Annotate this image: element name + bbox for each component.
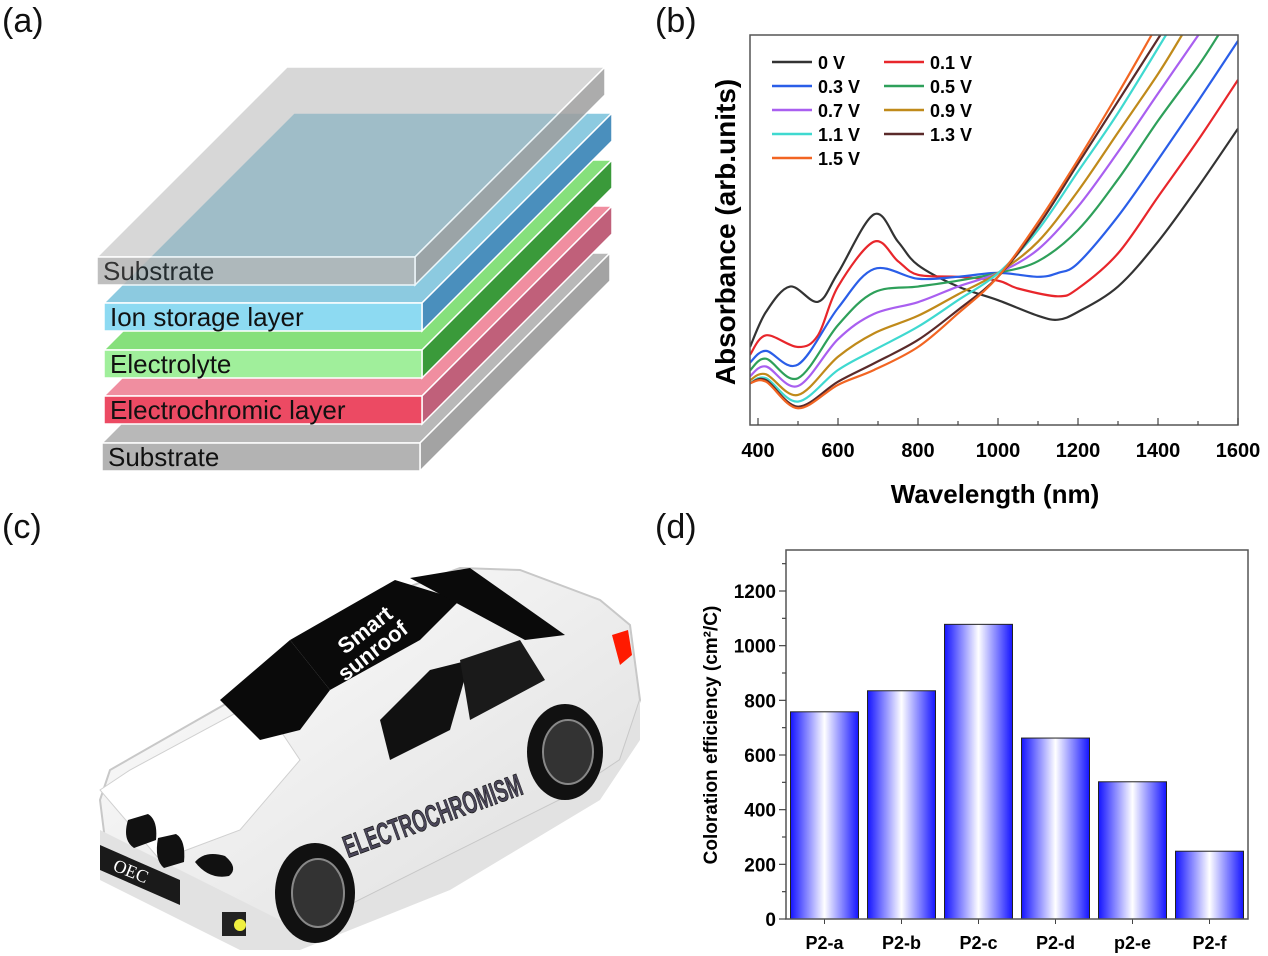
front-side-window [380,660,470,760]
x-tick-label: P2-b [882,933,921,953]
x-tick-label: 400 [741,440,774,462]
bar-P2-b [867,690,936,920]
y-tick-label: 400 [744,801,776,822]
sunroof-panel [290,580,460,690]
x-tick-label: P2-a [805,933,844,953]
x-tick-label: 1000 [976,440,1021,462]
bar-p2-e [1098,781,1167,920]
panel-a-label: (a) [2,2,44,40]
layer-4: Substrate [95,65,607,287]
legend-label: 1.5 V [818,149,860,169]
legend-label: 0.5 V [930,77,972,97]
x-tick-label: 1600 [1216,440,1261,462]
y-tick-label: 0 [765,910,776,931]
front-wheel [275,843,355,943]
bar-P2-a [790,711,859,920]
y-tick-label: 200 [744,855,776,876]
license-plate [100,845,180,905]
x-tick-label: P2-f [1192,933,1227,953]
y-axis-label: Absorbance (arb.units) [710,79,741,385]
y-tick-label: 1200 [734,582,776,603]
series-line-1.1V [750,35,1167,403]
panel-b-label: (b) [655,2,697,40]
rear-wheel [527,704,603,800]
series-line-1.3V [750,35,1162,408]
x-tick-label: 600 [821,440,854,462]
plot-frame [785,549,1249,920]
legend-label: 1.1 V [818,125,860,145]
panel-d-label: (d) [655,508,697,546]
legend-label: 0 V [818,53,845,73]
layer-label: Substrate [103,256,214,286]
legend-label: 0.1 V [930,53,972,73]
layer-label: Electrolyte [110,349,231,379]
plot-frame [749,34,1239,426]
x-tick-label: P2-d [1036,933,1075,953]
layer-label: Ion storage layer [110,302,304,332]
bar-P2-f [1175,850,1244,920]
layer-label: Electrochromic layer [110,395,346,425]
series-group [750,35,1238,410]
front-grille [126,814,234,877]
x-tick-label: 800 [901,440,934,462]
x-tick-label: 1400 [1136,440,1181,462]
y-tick-label: 1000 [734,637,776,658]
layer-stack-diagram: Substrate Electrochromic layer Electrolyte… [95,65,614,473]
x-tick-label: P2-c [959,933,997,953]
tail-light [612,630,632,665]
layer-front-face [103,395,423,425]
layer-front-face [103,302,423,332]
series-line-0.9V [750,35,1183,397]
fog-light [234,919,246,931]
legend-label: 1.3 V [930,125,972,145]
layer-front-face [96,256,416,286]
x-tick-label: p2-e [1114,933,1151,953]
y-tick-label: 800 [744,691,776,712]
car-illustration: Smart sunroof ELECTROCHROMISM OEC [98,566,642,950]
absorbance-chart: Wavelength (nm) Absorbance (arb.units) 4… [710,34,1261,509]
x-tick-label: 1200 [1056,440,1101,462]
legend-label: 0.9 V [930,101,972,121]
rear-window [410,568,565,640]
legend-label: 0.7 V [818,101,860,121]
series-line-0.7V [750,35,1200,388]
windshield [220,640,330,740]
bar-P2-d [1021,737,1090,920]
bar-P2-c [944,623,1013,920]
legend-label: 0.3 V [818,77,860,97]
panel-c-label: (c) [2,508,42,546]
layer-label: Substrate [108,442,219,472]
layer-front-face [103,349,423,379]
layer-front-face [101,442,421,472]
series-line-0.5V [750,35,1220,381]
x-axis-label: Wavelength (nm) [891,479,1099,509]
y-tick-label: 600 [744,746,776,767]
rear-side-window [460,640,545,720]
y-axis-label: Coloration efficiency (cm²/C) [701,606,722,865]
series-line-1.5V [750,35,1153,410]
